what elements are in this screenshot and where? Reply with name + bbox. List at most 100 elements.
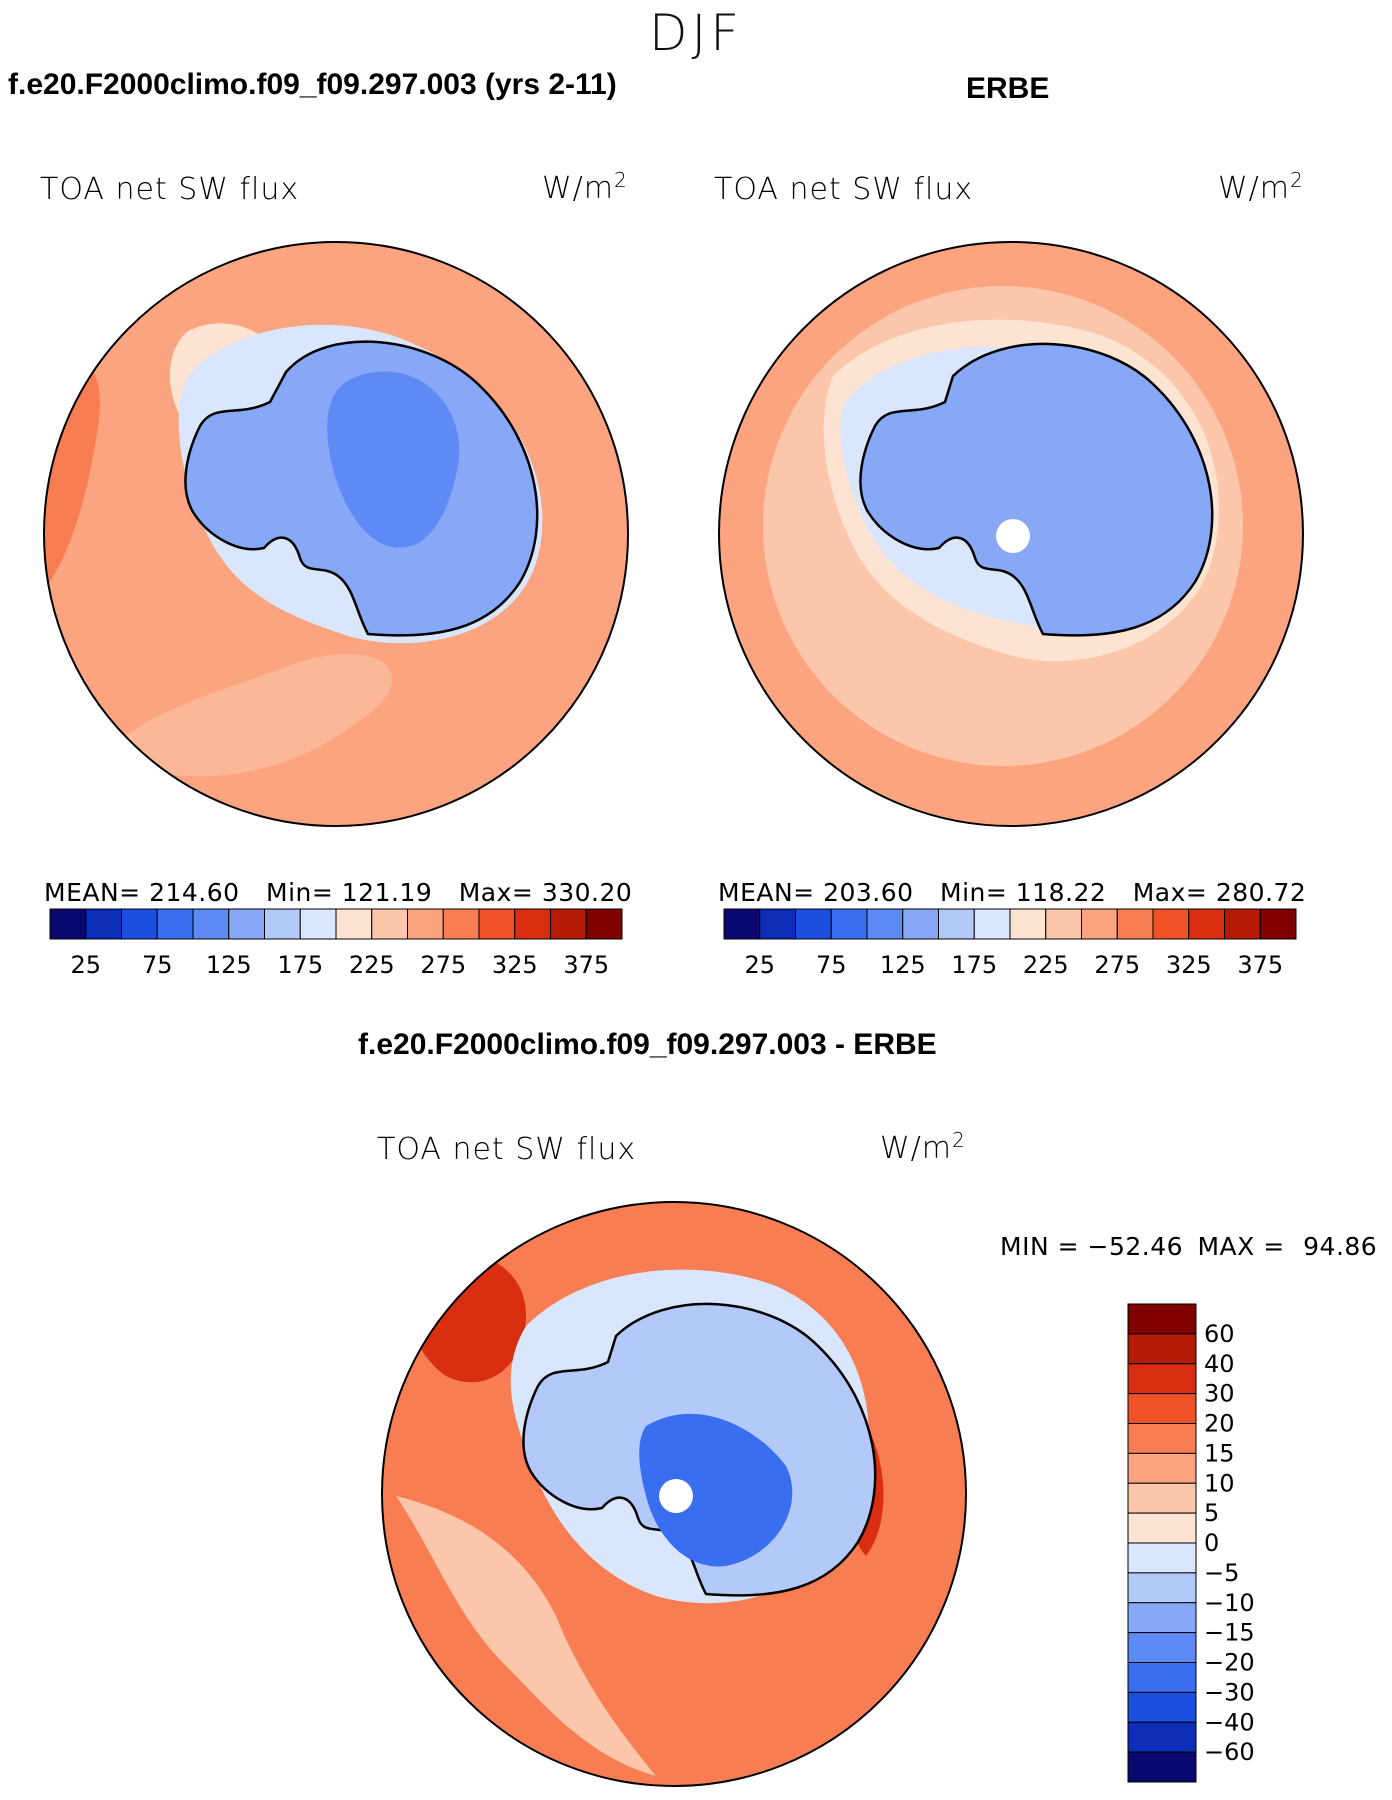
panel1-colorbar-box-10 xyxy=(407,908,444,940)
panel3-colorbar-tick-label: 60 xyxy=(1204,1320,1235,1348)
panel2-max-label: Max= xyxy=(1132,878,1208,907)
panel2-colorbar-tick-label: 25 xyxy=(744,951,775,979)
panel2-colorbar-box-8 xyxy=(1009,908,1047,940)
panel1-colorbar-tick-label: 125 xyxy=(206,951,252,979)
panel3-colorbar-box-8 xyxy=(1127,1542,1197,1574)
panel1-polar-map xyxy=(43,241,629,827)
panel1-colorbar-tick-label: 175 xyxy=(277,951,323,979)
panel2-colorbar-box-10 xyxy=(1081,908,1118,940)
panel3-colorbar-tick-label: 15 xyxy=(1204,1439,1235,1467)
panel3-max-value: 94.86 xyxy=(1303,1232,1378,1261)
panel1-colorbar-box-8 xyxy=(335,908,373,940)
panel3-units-label: W/m2 xyxy=(880,1128,966,1166)
panel3-interior-low xyxy=(639,1413,793,1567)
panel2-colorbar-box-9 xyxy=(1045,908,1082,940)
panel2-max-value: 280.72 xyxy=(1215,878,1307,907)
panel1-max-label: Max= xyxy=(458,878,534,907)
panel2-colorbar-tick-label: 325 xyxy=(1166,951,1212,979)
panel2-mean-value: 203.60 xyxy=(823,878,914,907)
panel3-colorbar-box-15 xyxy=(1127,1751,1197,1783)
panel2-colorbar-box-12 xyxy=(1152,908,1190,940)
panel1-min-label: Min= xyxy=(266,878,334,907)
panel2-colorbar-tick-label: 375 xyxy=(1237,951,1283,979)
panel2-colorbar-box-11 xyxy=(1116,908,1154,940)
panel3-colorbar-box-14 xyxy=(1127,1721,1197,1753)
panel3-colorbar-tick-label: −10 xyxy=(1204,1589,1255,1617)
panel2-min-value: 118.22 xyxy=(1015,878,1107,907)
panel2-colorbar-box-3 xyxy=(830,908,868,940)
panel1-interior-low xyxy=(327,371,460,548)
panel2-colorbar-tick-label: 75 xyxy=(816,951,847,979)
panel1-variable-label: TOA net SW flux xyxy=(40,172,300,207)
panel2-colorbar-tick-label: 125 xyxy=(880,951,926,979)
panel2-pole-gap xyxy=(996,519,1030,553)
panel3-colorbar-box-7 xyxy=(1127,1512,1197,1544)
panel3-max-label: MAX = xyxy=(1197,1232,1285,1261)
panel3-colorbar-box-9 xyxy=(1127,1572,1197,1604)
diff-case-title: f.e20.F2000climo.f09_f09.297.003 - ERBE xyxy=(358,1028,937,1061)
panel1-south-band xyxy=(98,653,393,777)
panel1-colorbar-box-3 xyxy=(156,908,194,940)
panel1-colorbar-box-6 xyxy=(264,908,301,940)
panel3-colorbar-tick-label: 5 xyxy=(1204,1499,1219,1527)
panel2-colorbar-tick-label: 225 xyxy=(1023,951,1069,979)
panel3-polar-map xyxy=(381,1201,967,1787)
panel2-variable-label: TOA net SW flux xyxy=(714,172,974,207)
top-right-case-title: ERBE xyxy=(966,72,1050,105)
panel2-colorbar-box-4 xyxy=(866,908,904,940)
panel3-colorbar-box-4 xyxy=(1127,1423,1197,1454)
panel1-colorbar-box-0 xyxy=(49,908,87,940)
panel2-min-label: Min= xyxy=(940,878,1008,907)
panel3-map-border xyxy=(381,1201,967,1787)
panel3-colorbar-tick-label: −20 xyxy=(1204,1649,1255,1677)
panel3-minmax: MIN = −52.46 MAX = 94.86 xyxy=(1000,1232,1377,1261)
panel3-colorbar-box-0 xyxy=(1127,1303,1197,1335)
panel1-colorbar-tick-label: 75 xyxy=(142,951,173,979)
panel1-mean-value: 214.60 xyxy=(149,878,240,907)
panel3-colorbar-tick-label: −15 xyxy=(1204,1619,1255,1647)
panel3-variable-label: TOA net SW flux xyxy=(377,1132,637,1167)
panel3-colorbar-box-10 xyxy=(1127,1602,1197,1634)
panel3-units-exponent: 2 xyxy=(952,1128,966,1152)
panel1-colorbar-box-1 xyxy=(85,908,122,940)
panel2-mean-label: MEAN= xyxy=(718,878,815,907)
season-title: DJF xyxy=(648,4,743,62)
panel1-units-text: W/m xyxy=(542,171,614,206)
panel1-colorbar-box-12 xyxy=(478,908,516,940)
panel3-colorbar-tick-label: 10 xyxy=(1204,1469,1235,1497)
panel1-colorbar-box-15 xyxy=(585,908,623,940)
panel1-colorbar-tick-label: 325 xyxy=(492,951,538,979)
panel1-mean-label: MEAN= xyxy=(44,878,141,907)
panel1-colorbar-tick-label: 375 xyxy=(563,951,609,979)
panel1-colorbar-box-11 xyxy=(442,908,480,940)
panel1-map-border xyxy=(43,241,629,827)
panel2-colorbar: 25 75 125 175 225 275 325 375 xyxy=(723,908,1297,979)
panel3-colorbar-box-12 xyxy=(1127,1662,1197,1693)
panel2-colorbar-box-15 xyxy=(1259,908,1297,940)
panel1-colorbar-tick-label: 275 xyxy=(420,951,466,979)
panel3-colorbar-box-13 xyxy=(1127,1691,1197,1723)
panel3-min-label: MIN = xyxy=(1000,1232,1080,1261)
panel2-colorbar-box-5 xyxy=(902,908,939,940)
panel3-pale-south xyxy=(396,1496,656,1776)
panel3-colorbar-tick-label: 30 xyxy=(1204,1380,1235,1408)
panel2-colorbar-box-2 xyxy=(795,908,832,940)
panel1-colorbar-box-14 xyxy=(550,908,587,940)
panel1-max-value: 330.20 xyxy=(541,878,633,907)
panel3-pole-gap xyxy=(659,1479,693,1513)
panel1-colorbar-tick-label: 25 xyxy=(70,951,101,979)
panel3-colorbar-box-3 xyxy=(1127,1393,1197,1424)
panel3-colorbar-tick-label: −60 xyxy=(1204,1738,1255,1766)
panel1-colorbar: 25 75 125 175 225 275 325 375 xyxy=(49,908,623,979)
panel2-colorbar-box-0 xyxy=(723,908,761,940)
panel2-units-label: W/m2 xyxy=(1218,168,1304,206)
panel3-colorbar-tick-label: −30 xyxy=(1204,1678,1255,1706)
panel3-colorbar-box-2 xyxy=(1127,1363,1197,1395)
panel1-colorbar-box-4 xyxy=(192,908,230,940)
panel1-colorbar-tick-label: 225 xyxy=(349,951,395,979)
panel2-colorbar-box-6 xyxy=(938,908,975,940)
panel3-min-value: −52.46 xyxy=(1087,1232,1184,1261)
panel1-units-label: W/m2 xyxy=(542,168,628,206)
panel1-units-exponent: 2 xyxy=(614,168,628,192)
panel2-map-border xyxy=(718,241,1304,827)
